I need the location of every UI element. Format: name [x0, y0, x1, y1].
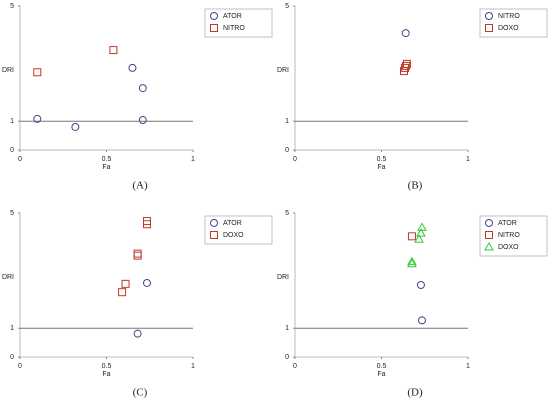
- data-point: [416, 228, 426, 237]
- x-axis-label: Fa: [102, 164, 110, 171]
- data-point: [414, 234, 424, 243]
- data-point: [416, 281, 425, 289]
- data-point: [118, 288, 127, 297]
- data-point: [138, 84, 147, 93]
- y-tick-label: 1: [10, 118, 14, 125]
- legend-marker: [485, 24, 493, 32]
- x-tick-label: 0: [293, 363, 297, 370]
- y-tick-label: 5: [285, 3, 289, 10]
- y-tick-label: 1: [285, 118, 289, 125]
- data-point: [133, 249, 142, 258]
- x-tick-label: 0: [18, 156, 22, 163]
- data-point: [138, 116, 147, 125]
- legend-marker: [210, 12, 218, 20]
- x-tick-label: 0.5: [377, 156, 387, 163]
- legend-marker: [210, 24, 218, 32]
- x-axis-label: Fa: [102, 371, 110, 378]
- legend-marker: [210, 231, 218, 239]
- y-tick-label: 0: [10, 147, 14, 154]
- data-point: [402, 61, 411, 70]
- data-point: [71, 122, 80, 131]
- y-tick-label: 5: [10, 3, 14, 10]
- legend-label: ATOR: [498, 220, 517, 227]
- legend-label: DOXO: [498, 244, 519, 251]
- legend-label: NITRO: [223, 25, 245, 32]
- data-point: [401, 29, 410, 38]
- panel-label: (C): [133, 387, 148, 399]
- y-tick-label: 0: [285, 354, 289, 361]
- data-point: [417, 222, 427, 231]
- y-tick-label: 0: [285, 147, 289, 154]
- legend-marker: [210, 219, 218, 227]
- legend-marker: [485, 219, 493, 227]
- data-point: [109, 46, 118, 55]
- x-tick-label: 0.5: [102, 363, 112, 370]
- y-axis-label: DRI: [2, 67, 14, 74]
- data-point: [133, 329, 142, 338]
- legend-label: DOXO: [498, 25, 519, 32]
- data-point: [407, 232, 416, 241]
- legend-label: ATOR: [223, 220, 242, 227]
- data-point: [33, 114, 42, 123]
- x-tick-label: 0: [18, 363, 22, 370]
- data-point: [142, 220, 151, 229]
- x-tick-label: 1: [466, 156, 470, 163]
- x-axis-label: Fa: [377, 164, 385, 171]
- data-point: [142, 278, 151, 287]
- panel-label: (B): [408, 180, 423, 192]
- y-tick-label: 1: [10, 325, 14, 332]
- data-point: [33, 68, 42, 77]
- y-axis-label: DRI: [277, 67, 289, 74]
- data-point: [133, 251, 142, 260]
- legend-label: ATOR: [223, 13, 242, 20]
- y-tick-label: 1: [285, 325, 289, 332]
- x-tick-label: 0.5: [377, 363, 387, 370]
- panel-label: (A): [132, 180, 148, 192]
- legend-label: NITRO: [498, 13, 520, 20]
- y-tick-label: 0: [10, 354, 14, 361]
- x-tick-label: 1: [191, 363, 195, 370]
- y-axis-label: DRI: [2, 274, 14, 281]
- legend-marker: [485, 231, 493, 239]
- y-tick-label: 5: [285, 210, 289, 217]
- legend-label: NITRO: [498, 232, 520, 239]
- x-tick-label: 0.5: [102, 156, 112, 163]
- legend-marker: [484, 241, 494, 251]
- x-axis-label: Fa: [377, 371, 385, 378]
- data-point: [407, 256, 417, 266]
- data-point: [399, 67, 408, 76]
- data-point: [407, 258, 417, 268]
- legend-box: [479, 215, 548, 257]
- data-point: [417, 316, 426, 325]
- y-tick-label: 5: [10, 210, 14, 217]
- data-point: [128, 63, 137, 72]
- legend-marker: [485, 12, 493, 20]
- y-axis-label: DRI: [277, 274, 289, 281]
- panel-label: (D): [407, 387, 423, 399]
- data-point: [121, 279, 130, 288]
- x-tick-label: 1: [466, 363, 470, 370]
- x-tick-label: 1: [191, 156, 195, 163]
- x-tick-label: 0: [293, 156, 297, 163]
- legend-label: DOXO: [223, 232, 244, 239]
